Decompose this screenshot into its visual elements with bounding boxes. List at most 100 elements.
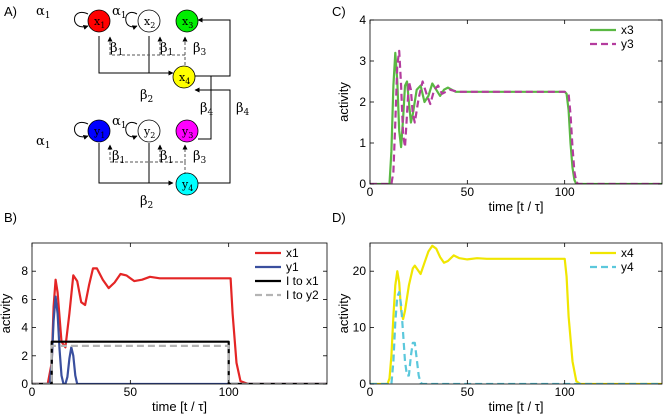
node-y3: y3 [175,119,199,143]
beta-label-y4-x4: β4 [236,101,250,118]
series-line-b-i-to-y2 [32,344,327,384]
self-loop-x2 [125,11,138,30]
alpha-label-x1: α1 [36,4,51,21]
x-axis-label-c: time [t / τ] [489,199,544,214]
y-tick-label-b-2: 4 [21,321,28,335]
series-line-d-y4 [370,291,662,384]
node-x1: x1 [87,9,111,33]
x-axis-label-d: time [t / τ] [489,399,544,414]
series-line-b-x1 [32,267,327,384]
node-x3-circle [175,9,199,33]
y-tick-label-c-0: 0 [359,177,366,191]
node-x1-circle [87,9,111,33]
node-y2-label: y2 [143,125,155,140]
y-tick-label-d-1: 10 [353,321,367,335]
plot-frame-b [31,242,328,385]
node-y3-circle [175,119,199,143]
lower-weight-labels: α1 α1 β1 β1 β3 β2 [36,114,207,211]
series-line-c-x3 [370,51,662,184]
beta-label-x4-input: β2 [140,88,153,105]
node-y2: y2 [137,119,161,143]
node-y1-label: y1 [93,125,105,140]
edge-x4-y3 [198,76,212,140]
x-tick-label-d-1: 50 [461,385,475,399]
lower-network-inhibitory [107,144,188,175]
x-tick-label-c-1: 50 [461,185,475,199]
edge-x1-x4 [98,36,174,76]
series-line-b-i-to-x1 [32,340,327,384]
node-x4-label: x4 [179,71,190,86]
legend-label-d-1: y4 [621,260,634,274]
self-loop-y1 [74,122,89,140]
series-group-c [370,49,662,184]
node-y4-label: y4 [181,178,193,193]
beta-label-y3: β3 [193,149,207,166]
node-y1: y1 [87,119,111,143]
series-group-d [370,244,662,384]
y-tick-label-c-3: 3 [359,54,366,68]
legend-label-b-3: I to y2 [286,288,319,302]
x-axis-label-b: time [t / τ] [152,399,207,414]
y-tick-label-b-4: 8 [21,264,28,278]
x-tick-label-b-1: 50 [124,385,138,399]
node-x2: x2 [137,9,161,33]
panel-label-a: A) [4,4,17,19]
node-y1-circle [87,119,111,143]
x-tick-label-b-0: 0 [29,385,36,399]
upper-network-inhibitory [107,36,188,65]
series-line-b-y1 [32,295,327,384]
node-x4: x4 [172,65,196,89]
node-x4-circle [172,65,196,89]
node-x2-label: x2 [144,15,155,30]
edge-x4-x3 [194,17,231,77]
inhib-x4-x1 [107,36,186,65]
series-group-b [32,267,327,384]
beta-label-x2: β1 [160,41,173,58]
self-loop-y2 [125,121,138,140]
node-x3-label: x3 [182,15,193,30]
upper-network-edges [74,11,231,140]
y-tick-label-c-1: 1 [359,136,366,150]
node-x2-circle [137,9,161,33]
y-axis-label-b: activity [0,293,13,333]
alpha-label-y1: α1 [36,134,51,151]
y-axis-label-d: activity [336,293,351,333]
node-x1-label: x1 [94,15,105,30]
node-y3-label: y3 [181,125,193,140]
upper-weight-labels: α1 α1 β1 β1 β3 β2 β4 β4 [36,4,250,118]
alpha-label-x2: α1 [112,4,127,21]
x-tick-label-d-0: 0 [367,385,374,399]
beta-label-x3: β3 [193,41,207,58]
node-y4: y4 [175,172,199,196]
beta-label-y1: β1 [112,149,125,166]
y-tick-label-b-3: 6 [21,292,28,306]
self-loop-x1 [74,12,89,30]
x-tick-label-c-2: 100 [555,185,575,199]
network-diagram: x1 x2 x3 x4 y1 y2 y3 y4 [36,4,250,211]
legend-label-c-0: x3 [621,23,634,37]
lower-network-edges [74,87,231,186]
y-tick-label-b-1: 2 [21,349,28,363]
x-tick-label-c-0: 0 [367,185,374,199]
node-y4-circle [175,172,199,196]
panel-label-d: D) [332,210,346,225]
y-axis-label-c: activity [336,82,351,122]
y-tick-label-c-2: 2 [359,95,366,109]
legend-label-c-1: y3 [621,37,634,51]
legend-label-b-2: I to x1 [286,274,319,288]
x-tick-label-d-2: 100 [555,385,575,399]
edge-y1-y4 [98,143,174,186]
node-y2-circle [137,119,161,143]
alpha-label-y2: α1 [112,114,127,131]
panel-label-b: B) [4,210,17,225]
beta-label-y2: β1 [160,149,173,166]
node-x3: x3 [175,9,199,33]
plot-frame-d [369,242,663,385]
